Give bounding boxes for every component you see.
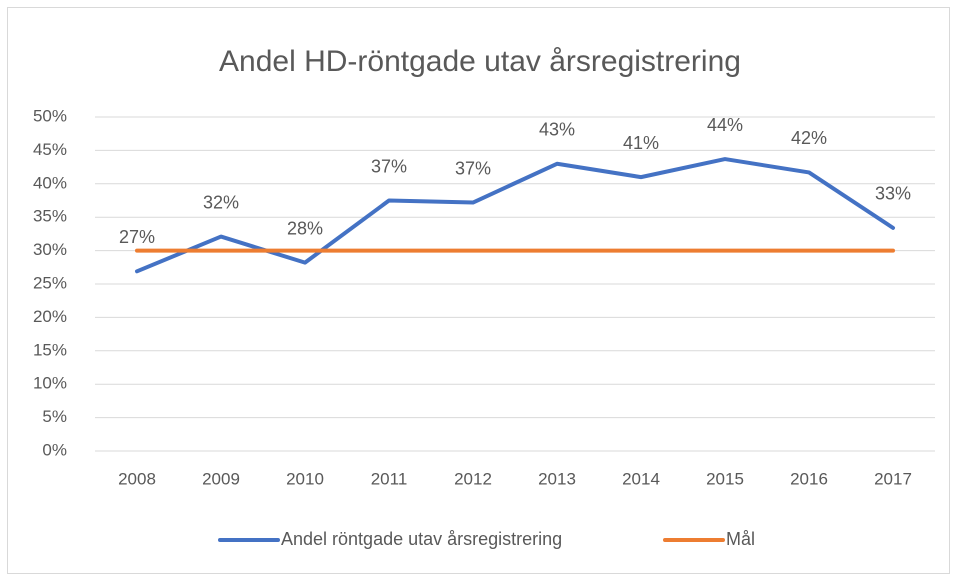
data-label: 37% (371, 156, 407, 176)
chart-frame (7, 7, 950, 574)
x-tick-label: 2010 (286, 469, 324, 488)
y-tick-label: 45% (33, 140, 67, 159)
data-label: 28% (287, 218, 323, 238)
x-tick-label: 2016 (790, 469, 828, 488)
data-label: 44% (707, 115, 743, 135)
legend-label: Andel röntgade utav årsregistrering (281, 529, 562, 549)
data-label: 42% (791, 128, 827, 148)
data-label: 27% (119, 227, 155, 247)
y-tick-label: 5% (42, 407, 67, 426)
x-tick-label: 2009 (202, 469, 240, 488)
x-tick-label: 2017 (874, 469, 912, 488)
y-tick-label: 25% (33, 273, 67, 292)
y-tick-label: 20% (33, 307, 67, 326)
x-tick-label: 2008 (118, 469, 156, 488)
y-tick-label: 10% (33, 374, 67, 393)
y-tick-label: 15% (33, 340, 67, 359)
y-tick-label: 40% (33, 173, 67, 192)
y-tick-label: 35% (33, 207, 67, 226)
x-tick-label: 2011 (371, 469, 408, 488)
x-tick-label: 2012 (454, 469, 492, 488)
x-tick-label: 2013 (538, 469, 576, 488)
y-tick-label: 50% (33, 106, 67, 125)
data-label: 32% (203, 192, 239, 212)
chart-title: Andel HD-röntgade utav årsregistrering (219, 45, 741, 78)
y-tick-label: 0% (42, 440, 67, 459)
x-tick-label: 2015 (706, 469, 744, 488)
data-label: 43% (539, 120, 575, 140)
y-tick-label: 30% (33, 240, 67, 259)
data-label: 41% (623, 133, 659, 153)
data-label: 33% (875, 184, 911, 204)
legend-label: Mål (726, 529, 755, 549)
data-label: 37% (455, 158, 491, 178)
x-tick-label: 2014 (622, 469, 660, 488)
